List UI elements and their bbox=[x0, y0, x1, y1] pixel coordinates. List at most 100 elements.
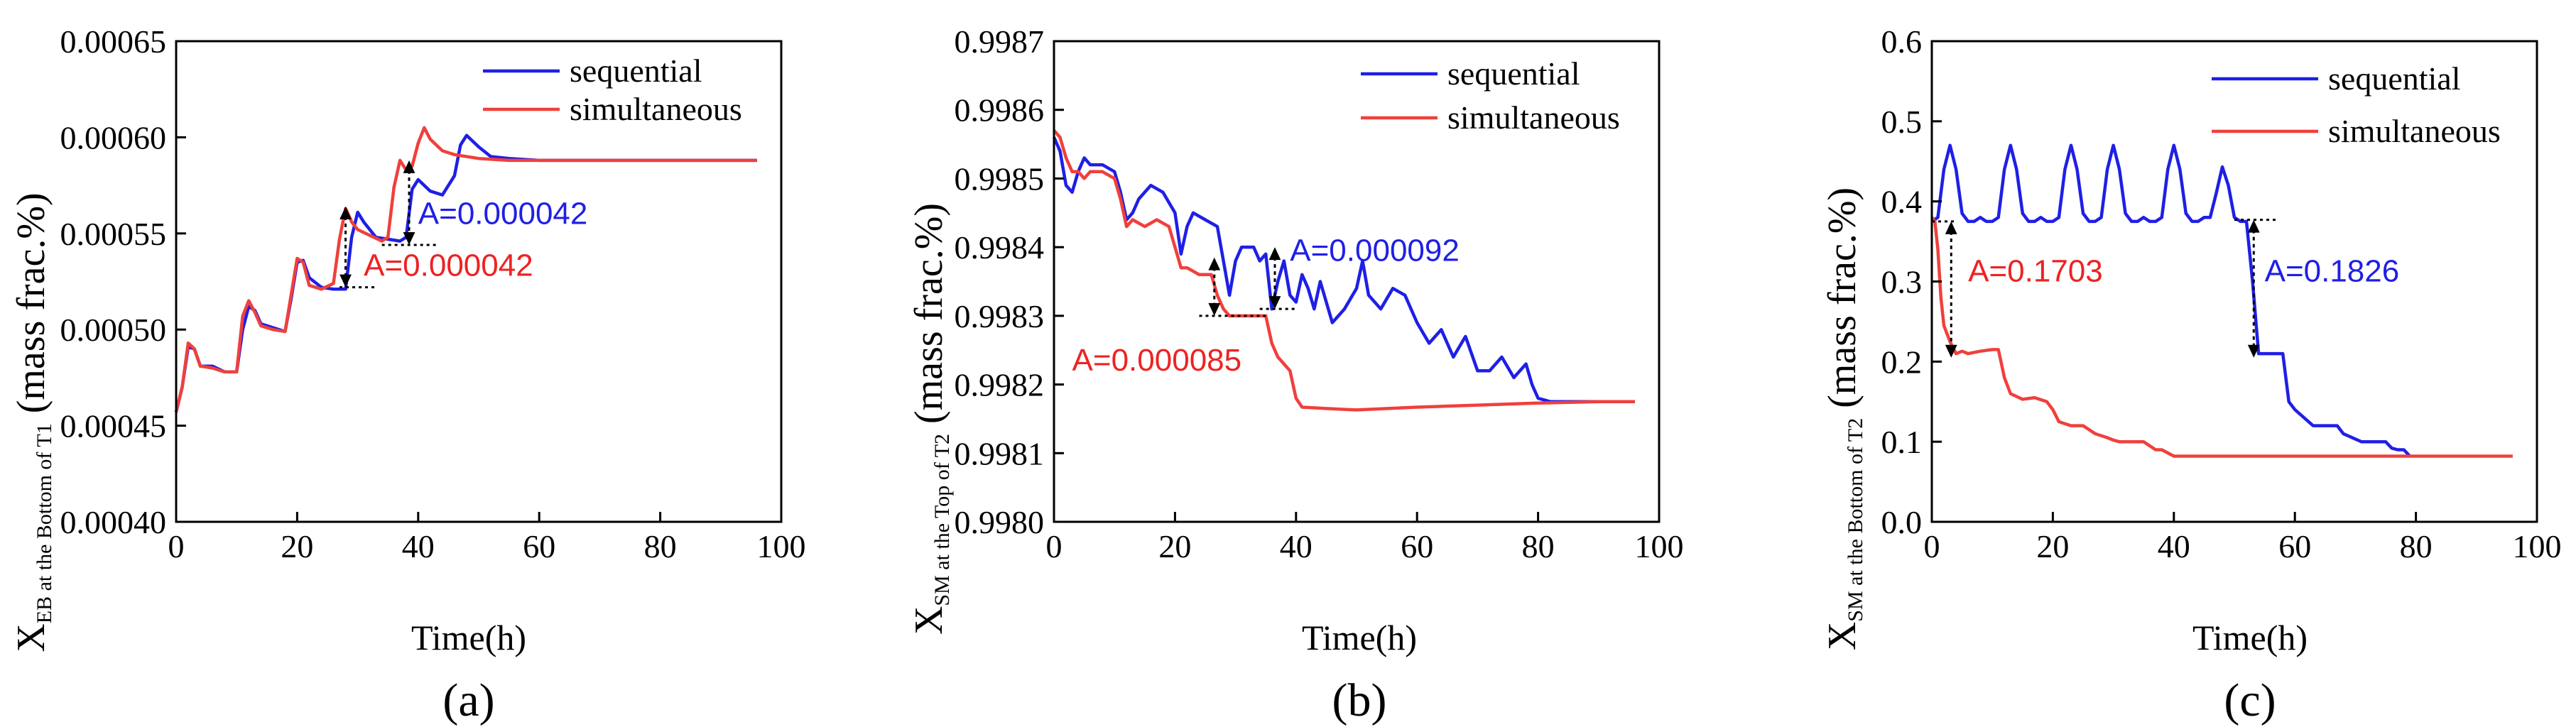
y-axis-label-c-main: X bbox=[1820, 622, 1864, 650]
x-axis-label-a: Time(h) bbox=[411, 618, 526, 657]
y-tick-label-c-2: 0.2 bbox=[1881, 344, 1923, 380]
y-tick-label-c-5: 0.5 bbox=[1881, 104, 1923, 140]
annotation-arrow-head-top-b-1 bbox=[1208, 257, 1221, 270]
x-tick-label-c-2: 40 bbox=[2158, 528, 2190, 564]
legend-label-simultaneous-b: simultaneous bbox=[1447, 99, 1620, 136]
y-tick-label-c-4: 0.4 bbox=[1881, 184, 1923, 220]
legend-label-sequential-b: sequential bbox=[1447, 55, 1580, 92]
plot-area-b: A=0.000092 A=0.000085 0 20 40 60 80 100 0.9980 0.… bbox=[955, 23, 1684, 564]
annotation-a-0: A=0.000042 bbox=[381, 160, 588, 246]
panel-label-c: (c) bbox=[2224, 674, 2276, 726]
y-tick-label-c-3: 0.3 bbox=[1881, 264, 1923, 300]
annotation-b-0: A=0.000092 bbox=[1259, 233, 1460, 310]
y-tick-label-b-6: 0.9986 bbox=[955, 92, 1045, 129]
legend-label-simultaneous-c: simultaneous bbox=[2328, 113, 2501, 149]
x-tick-label-b-3: 60 bbox=[1401, 528, 1433, 564]
annotation-label-c-1: A=0.1703 bbox=[1968, 254, 2103, 289]
panel-label-a: (a) bbox=[442, 674, 494, 726]
annotation-arrow-head-bottom-b-1 bbox=[1208, 302, 1221, 316]
y-tick-label-a-4: 0.00060 bbox=[60, 119, 167, 155]
annotation-label-c-0: A=0.1826 bbox=[2265, 254, 2400, 289]
x-tick-label-b-2: 40 bbox=[1280, 528, 1313, 564]
annotation-arrow-head-bottom-b-0 bbox=[1268, 296, 1281, 310]
annotation-arrow-head-bottom-a-0 bbox=[403, 232, 415, 246]
x-tick-label-a-4: 80 bbox=[644, 528, 677, 564]
y-axis-label-b-main: X bbox=[907, 606, 951, 635]
x-tick-label-b-1: 20 bbox=[1158, 528, 1191, 564]
plot-area-a: A=0.000042 A=0.000042 0 20 40 60 80 100 0.00040 0… bbox=[60, 23, 806, 564]
x-tick-label-a-3: 60 bbox=[523, 528, 555, 564]
x-axis-label-c: Time(h) bbox=[2192, 618, 2308, 657]
panel-label-b: (b) bbox=[1332, 674, 1387, 726]
legend-label-sequential-a: sequential bbox=[570, 53, 702, 89]
axis-frame-b bbox=[1053, 40, 1661, 523]
series-line-sequential-b bbox=[1052, 136, 1635, 403]
y-axis-label-c-unit: (mass frac.%) bbox=[1820, 187, 1864, 408]
x-tick-label-c-5: 100 bbox=[2513, 528, 2562, 564]
annotation-label-a-1: A=0.000042 bbox=[364, 248, 533, 283]
x-tick-label-c-3: 60 bbox=[2278, 528, 2311, 564]
y-axis-label-a: XEB at the Bottom of T1 (mass frac.%) bbox=[9, 192, 56, 652]
y-axis-label-a-sub: EB at the Bottom of T1 bbox=[33, 423, 56, 623]
x-tick-label-c-1: 20 bbox=[2036, 528, 2069, 564]
y-tick-label-a-2: 0.00050 bbox=[60, 312, 167, 348]
x-tick-label-b-4: 80 bbox=[1522, 528, 1555, 564]
y-tick-label-c-1: 0.1 bbox=[1881, 424, 1923, 460]
y-tick-label-b-0: 0.9980 bbox=[955, 504, 1045, 540]
y-tick-label-a-3: 0.00055 bbox=[60, 216, 167, 252]
y-tick-label-a-5: 0.00065 bbox=[60, 23, 167, 60]
y-axis-label-c-sub: SM at the Bottom of T2 bbox=[1844, 418, 1867, 622]
x-tick-label-a-0: 0 bbox=[168, 528, 185, 564]
annotation-arrow-head-bottom-a-1 bbox=[339, 274, 352, 288]
annotation-arrow-head-bottom-c-0 bbox=[2247, 344, 2260, 358]
annotation-arrow-head-top-b-0 bbox=[1268, 247, 1281, 261]
x-tick-label-c-4: 80 bbox=[2400, 528, 2433, 564]
annotation-arrow-head-top-c-1 bbox=[1945, 221, 1957, 234]
chart-panel-a: A=0.000042 A=0.000042 0 20 40 60 80 100 0.00040 0… bbox=[9, 23, 806, 726]
annotation-arrow-head-top-a-0 bbox=[403, 160, 415, 173]
series-line-simultaneous-a bbox=[174, 126, 757, 413]
annotation-label-b-0: A=0.000092 bbox=[1290, 233, 1460, 268]
x-tick-label-b-5: 100 bbox=[1635, 528, 1684, 564]
annotation-label-a-0: A=0.000042 bbox=[418, 196, 588, 231]
y-axis-label-a-unit: (mass frac.%) bbox=[9, 192, 53, 413]
y-tick-label-c-0: 0.0 bbox=[1881, 504, 1923, 540]
series-line-sequential-c bbox=[1930, 143, 2411, 458]
annotation-b-1: A=0.000085 bbox=[1072, 257, 1266, 378]
y-axis-label-b: XSM at the Top of T2 (mass frac.%) bbox=[907, 203, 954, 635]
annotation-c-1: A=0.1703 bbox=[1932, 220, 2103, 358]
y-tick-label-c-6: 0.6 bbox=[1881, 23, 1923, 60]
y-tick-label-b-3: 0.9983 bbox=[955, 298, 1045, 334]
y-axis-label-a-main: X bbox=[9, 623, 53, 652]
plot-area-c: A=0.1826 A=0.1703 0 20 40 60 80 100 0.0 0.1 0.2 0.3… bbox=[1881, 23, 2562, 564]
legend-label-sequential-c: sequential bbox=[2328, 60, 2461, 97]
annotation-a-1: A=0.000042 bbox=[339, 206, 533, 289]
x-tick-label-a-5: 100 bbox=[757, 528, 806, 564]
chart-panel-b: A=0.000092 A=0.000085 0 20 40 60 80 100 0.9980 0.… bbox=[907, 23, 1684, 726]
annotation-arrow-head-top-c-0 bbox=[2247, 219, 2260, 233]
y-axis-label-b-unit: (mass frac.%) bbox=[907, 203, 951, 424]
annotation-label-b-1: A=0.000085 bbox=[1072, 343, 1242, 378]
y-tick-label-a-0: 0.00040 bbox=[60, 504, 167, 540]
y-tick-label-b-4: 0.9984 bbox=[955, 229, 1045, 266]
x-axis-label-b: Time(h) bbox=[1302, 618, 1417, 657]
chart-panel-c: A=0.1826 A=0.1703 0 20 40 60 80 100 0.0 0.1 0.2 0.3… bbox=[1820, 23, 2562, 726]
y-tick-label-b-5: 0.9985 bbox=[955, 160, 1045, 197]
legend-label-simultaneous-a: simultaneous bbox=[570, 91, 742, 127]
annotation-arrow-head-top-a-1 bbox=[339, 206, 352, 219]
series-line-simultaneous-c bbox=[1930, 216, 2513, 458]
y-axis-label-c: XSM at the Bottom of T2 (mass frac.%) bbox=[1820, 187, 1867, 650]
y-tick-label-b-1: 0.9981 bbox=[955, 435, 1045, 471]
axis-frame-a bbox=[175, 40, 783, 523]
x-tick-label-b-0: 0 bbox=[1046, 528, 1063, 564]
y-tick-label-b-2: 0.9982 bbox=[955, 367, 1045, 403]
x-tick-label-a-1: 20 bbox=[281, 528, 313, 564]
y-axis-label-b-sub: SM at the Top of T2 bbox=[930, 434, 954, 606]
y-tick-label-b-7: 0.9987 bbox=[955, 23, 1045, 60]
x-tick-label-a-2: 40 bbox=[402, 528, 435, 564]
annotation-arrow-head-bottom-c-1 bbox=[1945, 344, 1957, 358]
annotation-c-0: A=0.1826 bbox=[2234, 219, 2400, 358]
y-tick-label-a-1: 0.00045 bbox=[60, 408, 167, 444]
